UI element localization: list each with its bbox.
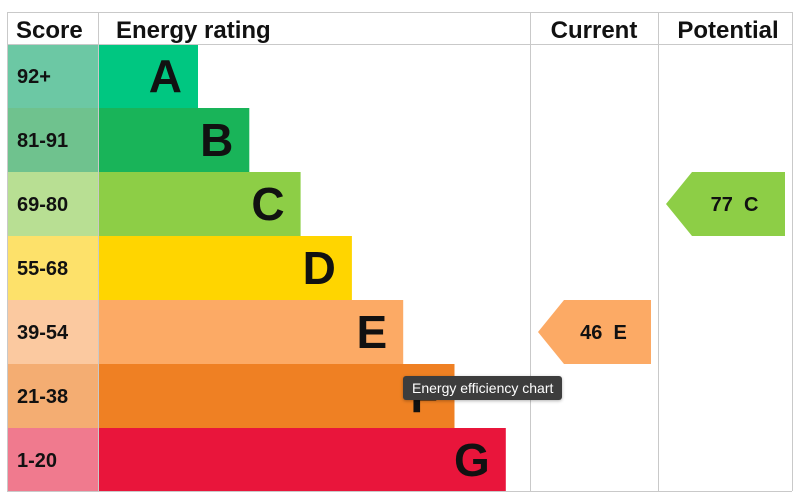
- band-bar-d: [99, 236, 352, 300]
- potential-header: Potential: [677, 17, 778, 44]
- band-letter-g: G: [454, 434, 490, 486]
- score-range-a: 92+: [17, 66, 51, 88]
- score-cell-f: [7, 364, 98, 428]
- score-range-e: 39-54: [17, 322, 69, 344]
- band-bar-b: [99, 108, 250, 172]
- header-layer: Score Energy rating Current Potential: [16, 17, 779, 44]
- score-cell-e: [7, 300, 98, 364]
- arrows-layer: 46 E 77 C: [538, 172, 785, 364]
- potential-rating-label: 77 C: [711, 194, 759, 216]
- band-bar-f: [99, 364, 455, 428]
- grid-layer: [7, 12, 793, 492]
- band-letter-b: B: [200, 114, 233, 166]
- tooltip: Energy efficiency chart: [403, 376, 563, 400]
- score-cell-d: [7, 236, 98, 300]
- score-cell-b: [7, 108, 98, 172]
- current-rating-label: 46 E: [580, 322, 627, 344]
- score-cell-g: [7, 428, 98, 492]
- band-bar-e: [99, 300, 404, 364]
- score-range-g: 1-20: [17, 450, 57, 472]
- potential-arrow: [666, 172, 785, 236]
- band-letter-a: A: [149, 50, 182, 102]
- band-letter-d: D: [303, 242, 336, 294]
- score-cell-c: [7, 172, 98, 236]
- band-bar-g: [99, 428, 506, 492]
- score-header: Score: [16, 17, 83, 44]
- band-letter-e: E: [357, 306, 388, 358]
- score-range-c: 69-80: [17, 194, 68, 216]
- score-range-b: 81-91: [17, 130, 68, 152]
- current-arrow: [538, 300, 651, 364]
- score-range-f: 21-38: [17, 386, 68, 408]
- score-cell-a: [7, 44, 98, 108]
- score-range-d: 55-68: [17, 258, 68, 280]
- band-letter-c: C: [251, 178, 284, 230]
- band-bar-c: [99, 172, 301, 236]
- energy-rating-header: Energy rating: [116, 17, 271, 44]
- band-bar-a: [99, 44, 198, 108]
- current-header: Current: [551, 17, 638, 44]
